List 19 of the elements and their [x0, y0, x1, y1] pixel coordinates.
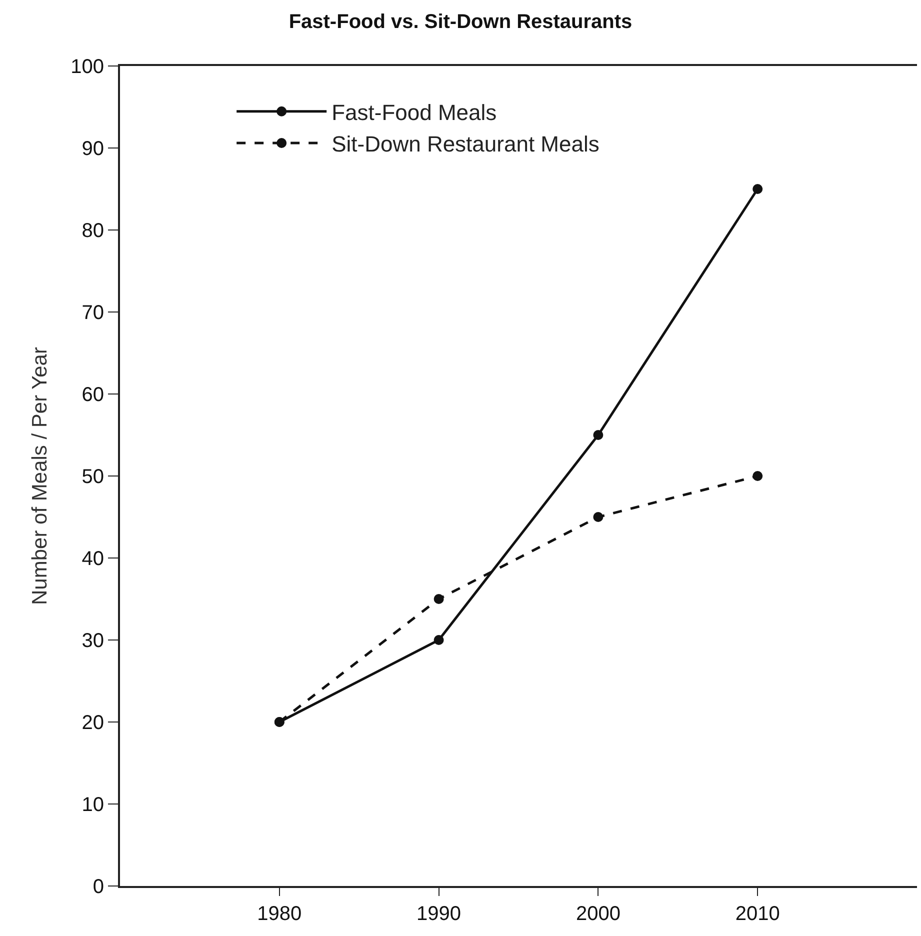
y-tick-label: 50 — [82, 466, 104, 488]
y-tick-label: 30 — [82, 630, 104, 652]
x-tick-label: 1990 — [416, 903, 462, 925]
chart-title: Fast-Food vs. Sit-Down Restaurants — [288, 11, 632, 34]
y-tick-label: 0 — [92, 876, 104, 898]
y-tick-label: 70 — [82, 302, 104, 324]
y-tick-label: 20 — [82, 712, 104, 734]
y-axis-title: Number of Meals / Per Year — [28, 347, 52, 605]
x-tick-label: 2000 — [576, 903, 620, 925]
y-tick-label: 80 — [82, 220, 104, 242]
y-tick-label: 10 — [82, 794, 104, 816]
y-tick-label: 100 — [70, 56, 104, 78]
y-tick-label: 90 — [82, 138, 104, 160]
y-tick-label: 60 — [82, 384, 104, 406]
x-tick-label: 2010 — [735, 903, 780, 925]
legend-label: Sit-Down Restaurant Meals — [332, 132, 600, 157]
y-tick-label: 40 — [82, 548, 104, 570]
x-tick-label: 1980 — [257, 903, 302, 925]
legend-label: Fast-Food Meals — [332, 100, 497, 125]
